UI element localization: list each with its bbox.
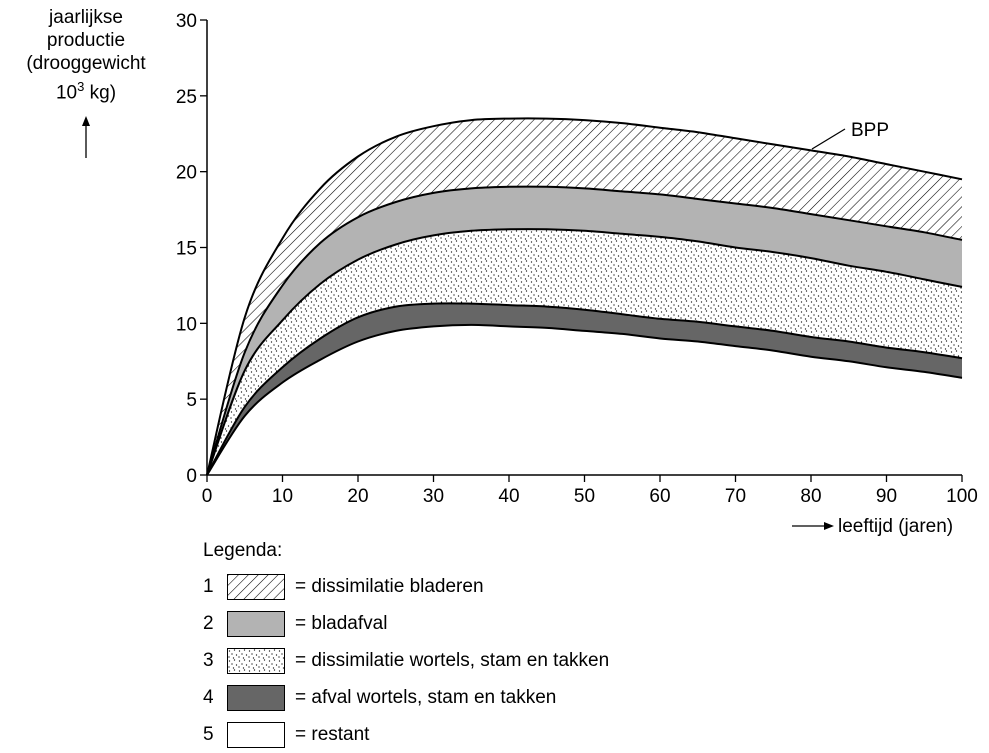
band-dissimilatie-wortels (207, 229, 962, 475)
x-tick-label: 40 (498, 486, 519, 507)
y-tick-label: 30 (176, 11, 197, 32)
y-label-line1: jaarlijkse (49, 7, 123, 28)
bpp-leader-line (811, 128, 846, 150)
legend-swatch-hatch (227, 573, 285, 600)
y-tick-label: 10 (176, 314, 197, 335)
y-tick-label: 0 (186, 466, 197, 487)
x-tick-label: 60 (649, 486, 670, 507)
x-tick-label: 20 (347, 486, 368, 507)
legend-item: 2 = bladafval (203, 605, 609, 642)
x-axis-arrow-head (824, 522, 834, 530)
y-tick-label: 20 (176, 163, 197, 184)
y-label-line4: 103 kg) (0, 75, 172, 104)
curve-line (206, 302, 963, 476)
legend-swatch-dark (227, 684, 285, 711)
curve-line (206, 228, 963, 476)
legend-item: 1 = dissimilatie bladeren (203, 568, 609, 605)
legend-title: Legenda: (203, 540, 283, 561)
legend-number: 3 (203, 649, 214, 671)
y-label-base: 10 (55, 82, 78, 104)
band-afval-wortels (207, 303, 962, 475)
x-tick-label: 50 (574, 486, 595, 507)
y-tick-label: 5 (186, 390, 197, 411)
legend-label: = bladafval (295, 612, 388, 634)
y-label-exponent: 3 (77, 79, 85, 94)
legend-number: 4 (203, 686, 214, 708)
legend-item: 3 = dissimilatie wortels, stam en takken (203, 642, 609, 679)
legend-number: 2 (203, 612, 214, 634)
legend-label: = restant (295, 723, 370, 745)
legend-item: 4 = afval wortels, stam en takken (203, 679, 609, 716)
legend-label: = dissimilatie wortels, stam en takken (295, 649, 610, 671)
y-label-line3: (drooggewicht (26, 53, 146, 74)
x-axis-label: leeftijd (jaren) (838, 516, 953, 537)
x-tick-label: 0 (202, 486, 213, 507)
curve-line (206, 323, 963, 476)
legend-label: = dissimilatie bladeren (295, 575, 484, 597)
curve-line (206, 117, 963, 476)
y-tick-label: 15 (176, 239, 197, 260)
legend-swatch-grey (227, 610, 285, 637)
y-axis-label: jaarlijkse productie (drooggewicht 103 k… (0, 6, 172, 104)
legend-swatch-white (227, 721, 285, 748)
legend: Legenda: 1 = dissimilatie bladeren 2 = b… (203, 540, 609, 753)
curve-line (206, 185, 963, 476)
x-tick-label: 10 (272, 486, 293, 507)
y-label-line2: productie (46, 30, 126, 51)
y-axis-arrow-head (82, 116, 90, 126)
x-tick-label: 100 (946, 486, 978, 507)
legend-swatch-dots (227, 647, 285, 674)
y-tick-label: 25 (176, 87, 197, 108)
legend-item: 5 = restant (203, 716, 609, 753)
legend-number: 1 (203, 575, 214, 597)
x-tick-label: 80 (800, 486, 821, 507)
legend-label: = afval wortels, stam en takken (295, 686, 557, 708)
x-tick-label: 70 (725, 486, 746, 507)
legend-number: 5 (203, 723, 214, 745)
x-tick-label: 90 (876, 486, 897, 507)
bpp-label: BPP (851, 120, 889, 141)
y-label-unit: kg) (84, 82, 117, 104)
x-tick-label: 30 (423, 486, 444, 507)
